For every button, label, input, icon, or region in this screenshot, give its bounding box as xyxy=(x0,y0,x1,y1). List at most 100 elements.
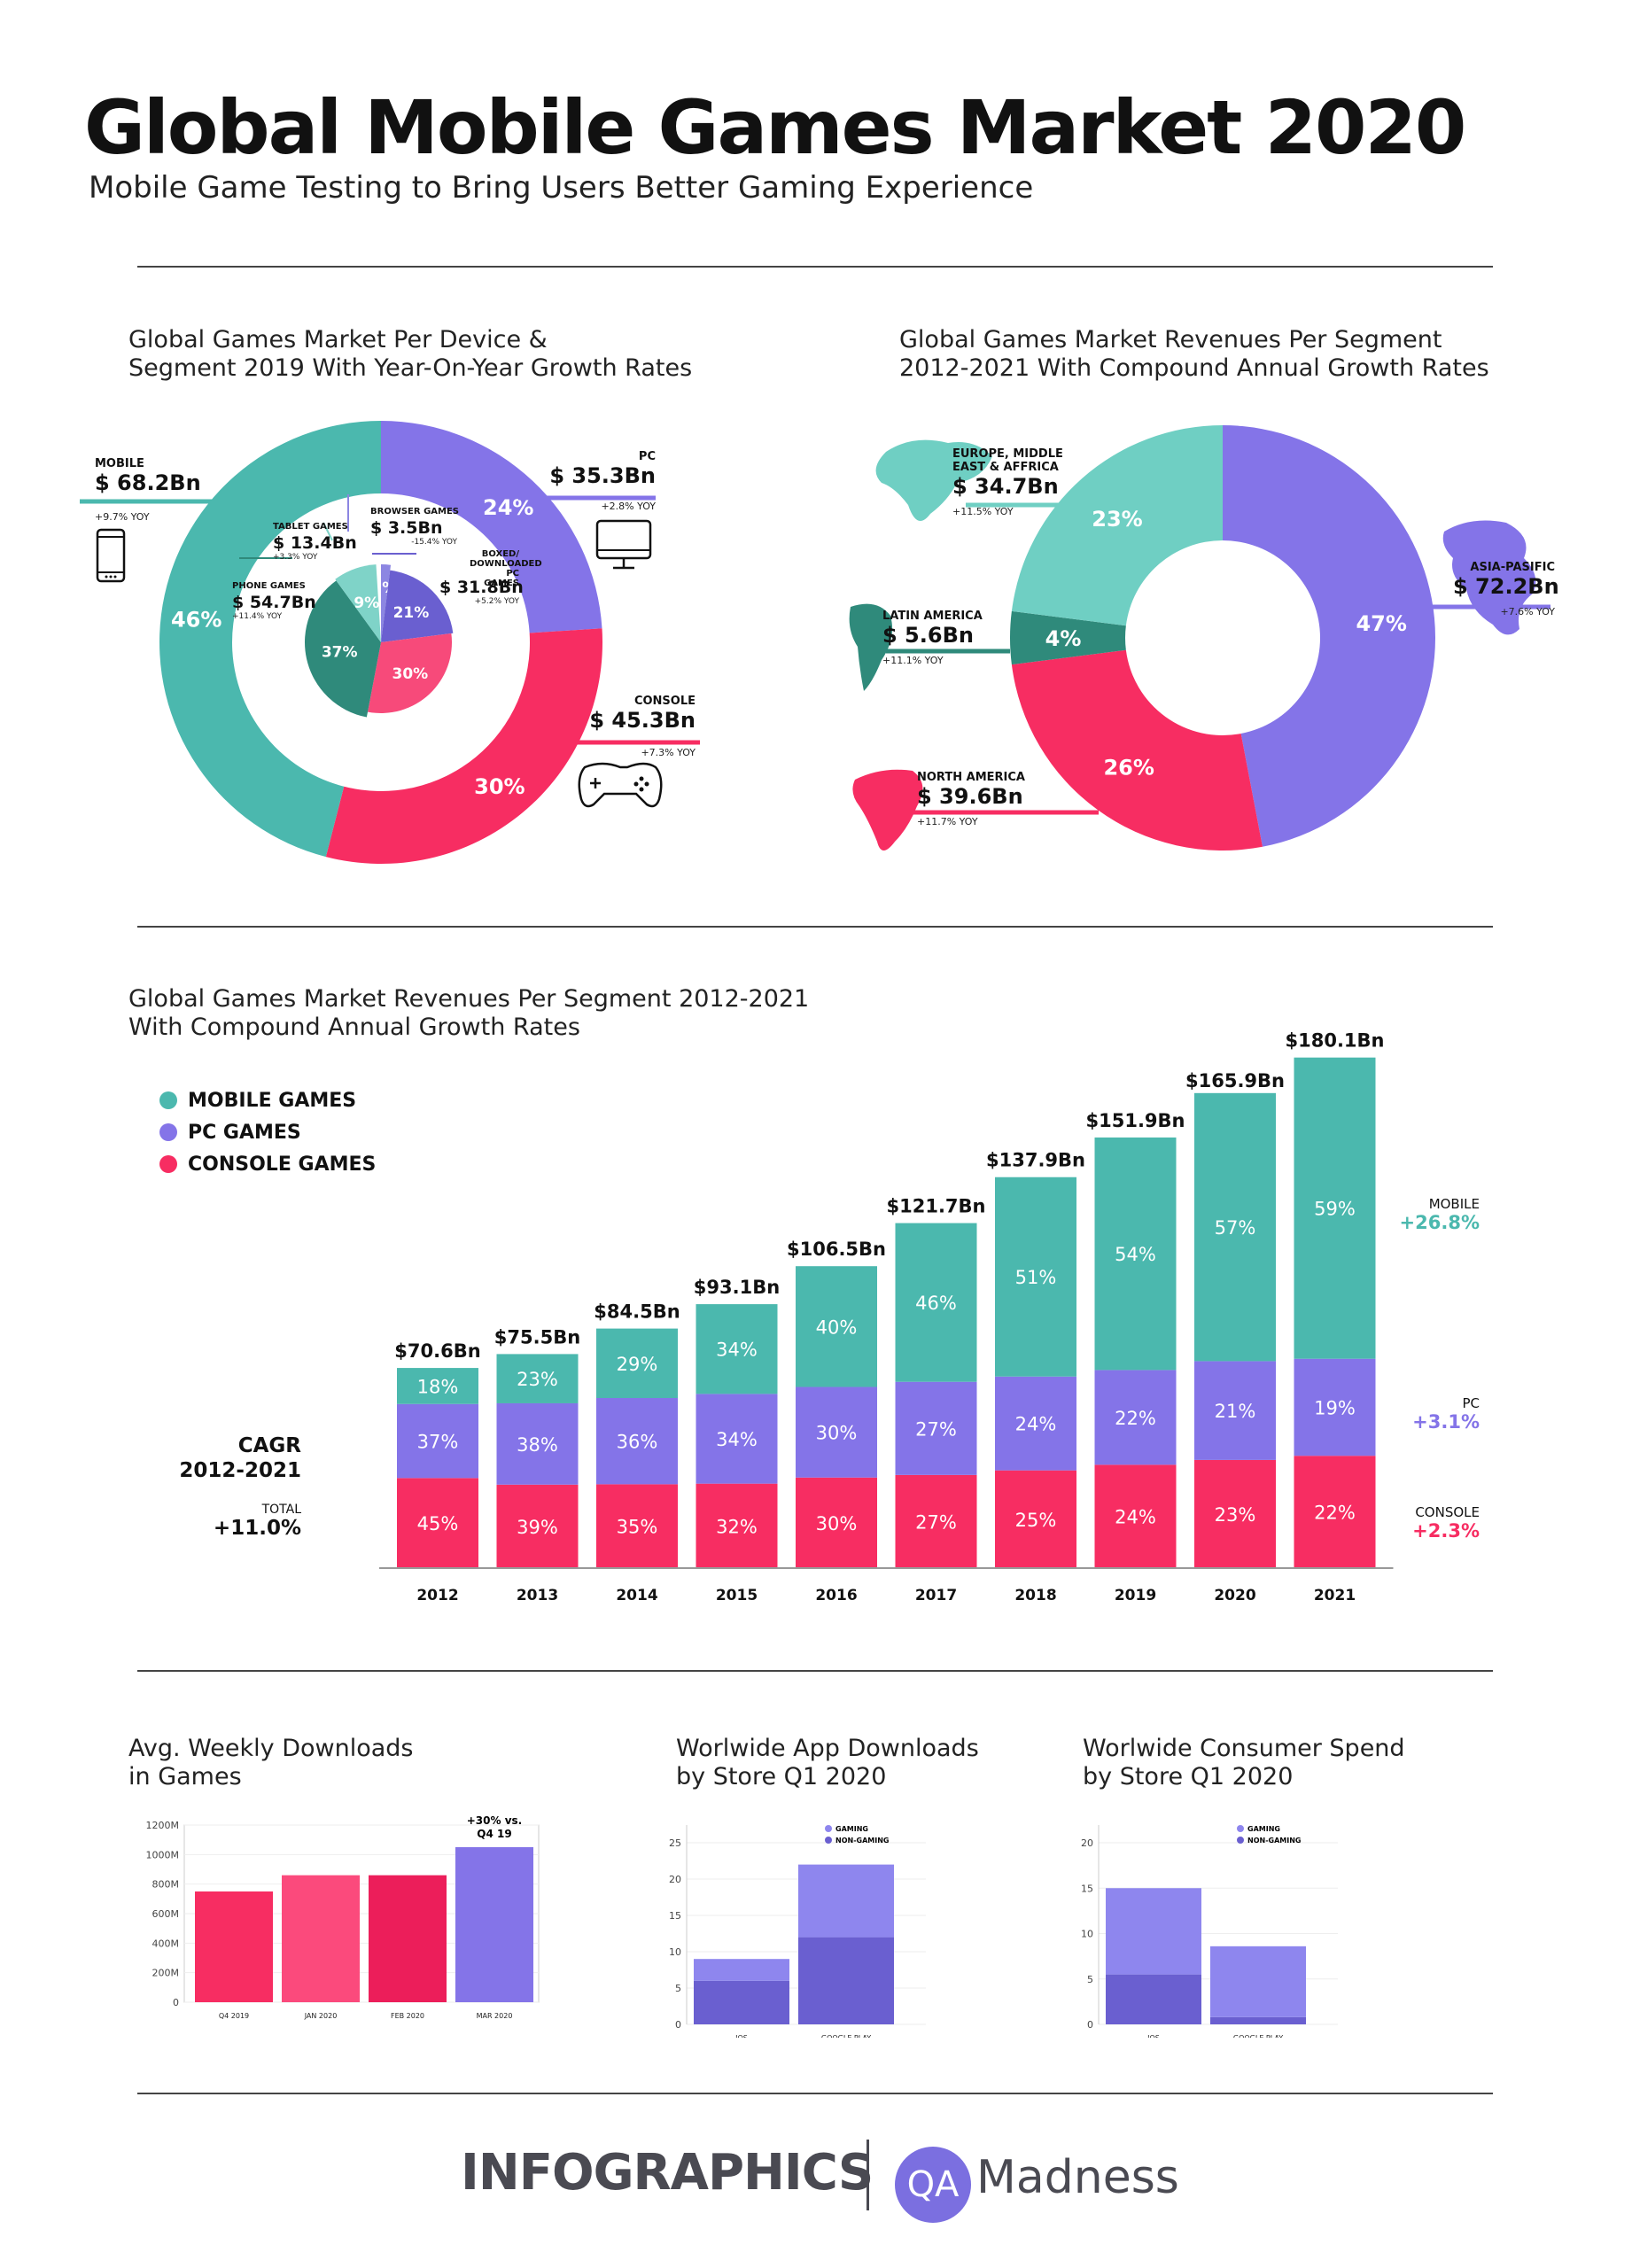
bar-segment xyxy=(1194,1361,1276,1460)
bar-non-gaming xyxy=(1210,2016,1306,2024)
bar-segment xyxy=(696,1304,778,1394)
x-tick-label: 2021 xyxy=(1314,1587,1356,1604)
legend-label: NON-GAMING xyxy=(1247,1837,1301,1845)
segment-label: 34% xyxy=(716,1340,758,1361)
segment-label: 23% xyxy=(517,1369,558,1390)
y-tick-label: 600M xyxy=(152,1908,180,1920)
revenue-chart-title: Global Games Market Revenues Per Segment… xyxy=(128,985,810,1041)
bar-segment xyxy=(995,1177,1076,1377)
x-tick-label: 2019 xyxy=(1115,1587,1156,1604)
annotation: Q4 19 xyxy=(477,1828,511,1840)
y-tick-label: 1200M xyxy=(146,1820,180,1831)
browser-games-label: BROWSER GAMES $ 3.5Bn -15.4% YOY xyxy=(370,507,459,547)
segment-label: 27% xyxy=(915,1511,957,1533)
y-tick-label: 0 xyxy=(173,1997,179,2008)
legend-dot xyxy=(1237,1837,1244,1844)
bar-segment xyxy=(895,1223,977,1382)
donut-slice-pc xyxy=(381,421,602,633)
segment-label: 57% xyxy=(1215,1217,1256,1239)
bar-non-gaming xyxy=(1106,1974,1201,2024)
segment-label: 39% xyxy=(517,1517,558,1538)
y-tick-label: 400M xyxy=(152,1938,180,1949)
x-tick-label: 2018 xyxy=(1014,1587,1056,1604)
x-tick-label: 2013 xyxy=(517,1587,558,1604)
y-tick-label: 20 xyxy=(669,1874,681,1885)
legend-dot xyxy=(1237,1825,1244,1832)
y-tick-label: 25 xyxy=(669,1837,681,1849)
bar-segment xyxy=(1194,1459,1276,1568)
bar-segment xyxy=(397,1368,478,1404)
total-label: $84.5Bn xyxy=(594,1301,680,1323)
donut-slice-console xyxy=(325,628,602,864)
segment-label: 18% xyxy=(417,1376,459,1397)
inner-percent-label: 37% xyxy=(322,643,358,661)
segment-label: 24% xyxy=(1015,1414,1057,1435)
region-slice xyxy=(1223,425,1436,847)
bar xyxy=(455,1847,533,2002)
total-label: $180.1Bn xyxy=(1286,1030,1385,1052)
inner-slice xyxy=(335,564,381,642)
total-label: $121.7Bn xyxy=(887,1196,986,1217)
divider xyxy=(137,926,1493,928)
bar xyxy=(369,1875,447,2002)
y-tick-label: 5 xyxy=(1087,1974,1093,1985)
segment-label: 40% xyxy=(816,1317,858,1338)
x-tick-label: FEB 2020 xyxy=(391,2012,424,2020)
inner-slice xyxy=(381,570,454,642)
bar-segment xyxy=(496,1484,579,1568)
region-percent-label: 23% xyxy=(1092,507,1142,532)
footer-label: INFOGRAPHICS xyxy=(461,2144,874,2202)
page-subtitle: Mobile Game Testing to Bring Users Bette… xyxy=(89,170,1034,206)
bar-segment xyxy=(397,1403,478,1479)
europe-africa-map-icon xyxy=(875,439,992,521)
y-tick-label: 0 xyxy=(1087,2019,1093,2031)
legend-label: GAMING xyxy=(1247,1825,1280,1833)
divider xyxy=(137,1670,1493,1672)
legend-dot xyxy=(825,1825,832,1832)
revenue-stacked-bar-chart: 45% 37% 18% $70.6Bn 2012 39% 38% 23% $75.5Bn 2013… xyxy=(379,1030,1394,1604)
bar-non-gaming xyxy=(694,1980,789,2024)
region-percent-label: 47% xyxy=(1356,611,1406,636)
bar-gaming xyxy=(1210,1946,1306,2017)
y-tick-label: 10 xyxy=(669,1946,681,1958)
app-downloads-title: Worlwide App Downloads by Store Q1 2020 xyxy=(676,1735,979,1790)
total-label: $75.5Bn xyxy=(494,1326,580,1348)
consumer-spend-title: Worlwide Consumer Spend by Store Q1 2020 xyxy=(1083,1735,1405,1790)
latin-america-label: LATIN AMERICA $ 5.6Bn +11.1% YOY xyxy=(882,610,983,666)
europe-label: EUROPE, MIDDLE EAST & AFFRICA $ 34.7Bn +… xyxy=(952,447,1063,517)
slice-percent-label: 30% xyxy=(474,774,525,799)
legend-item-mobile: MOBILE GAMES xyxy=(159,1084,376,1116)
mobile-label: MOBILE $ 68.2Bn +9.7% YOY xyxy=(95,457,201,523)
bar-segment xyxy=(596,1398,678,1485)
y-tick-label: 10 xyxy=(1081,1929,1093,1940)
x-tick-label: 2014 xyxy=(616,1587,657,1604)
segment-label: 34% xyxy=(716,1429,758,1450)
bar-segment xyxy=(995,1470,1076,1568)
tablet-leader-line xyxy=(323,522,333,541)
segment-label: 27% xyxy=(915,1418,957,1440)
total-label: $93.1Bn xyxy=(694,1277,780,1298)
console-label: CONSOLE $ 45.3Bn +7.3% YOY xyxy=(589,695,696,758)
legend-dot xyxy=(159,1123,177,1141)
region-slice xyxy=(1011,425,1223,626)
segment-label: 51% xyxy=(1015,1267,1057,1288)
segment-label: 37% xyxy=(417,1432,459,1453)
segment-label: 54% xyxy=(1115,1244,1156,1265)
x-tick-label: Q4 2019 xyxy=(219,2012,249,2020)
logo-wordmark: Madness xyxy=(976,2151,1179,2204)
x-tick-label: 2015 xyxy=(716,1587,758,1604)
bar-segment xyxy=(696,1483,778,1568)
region-percent-label: 26% xyxy=(1103,756,1154,781)
consumer-spend-chart: 0 5 10 15 20 IOS GOOGLE PLAY GAMING NON-GAMING xyxy=(1081,1825,1338,2038)
divider xyxy=(137,266,1493,268)
y-tick-label: 20 xyxy=(1081,1837,1093,1849)
bar-segment xyxy=(496,1354,579,1403)
legend-dot xyxy=(159,1091,177,1109)
bar-segment xyxy=(397,1478,478,1568)
legend-dot xyxy=(825,1837,832,1844)
app-downloads-chart: 0 5 10 15 20 25 IOS GOOGLE PLAY GAMING NON-GAMING xyxy=(669,1825,926,2038)
bar-segment xyxy=(1294,1456,1376,1568)
segment-label: 22% xyxy=(1115,1408,1156,1429)
segment-label: 38% xyxy=(517,1434,558,1456)
bar-segment xyxy=(796,1386,877,1478)
